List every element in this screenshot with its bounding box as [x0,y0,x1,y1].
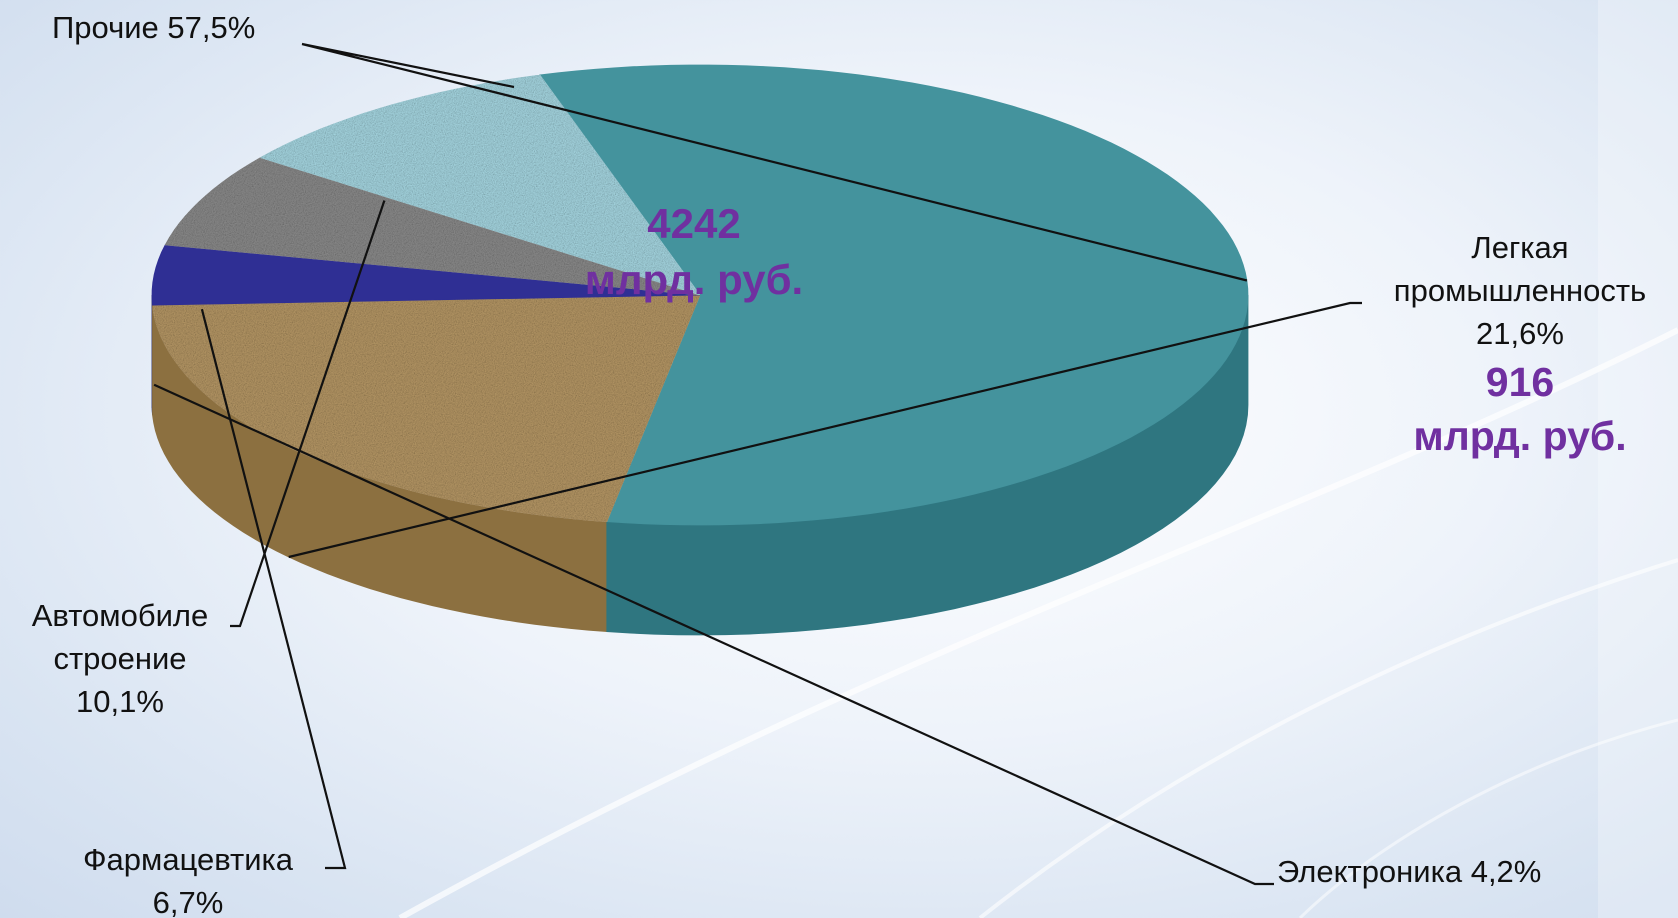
label-elektronika-text: Электроника 4,2% [1277,854,1542,889]
pie-slice-farma [164,157,701,296]
label-legkaya-line1: Легкая [1471,230,1569,265]
label-elektronika: Электроника 4,2% [1277,850,1541,893]
leader-line-elektronika [153,383,1274,886]
leader-line-avto [230,200,386,628]
leader-lines [153,42,1362,886]
label-avto-pct: 10,1% [76,684,164,719]
label-avto-line1: Автомобиле [31,598,209,633]
label-farma: Фармацевтика 6,7% [58,838,318,918]
label-legkaya-unit: млрд. руб. [1413,413,1627,459]
pie-top-slices [151,64,1249,526]
pie-slice-elektronika [151,244,701,306]
leader-line-farma [200,308,347,870]
leader-line-legkaya [288,301,1362,559]
label-avto: Автомобиле строение 10,1% [10,594,230,723]
label-legkaya: Легкая промышленность 21,6% 916 млрд. ру… [1370,226,1670,463]
label-farma-line1: Фармацевтика [82,842,294,877]
label-avto-line2: строение [53,641,187,676]
label-legkaya-line2: промышленность [1393,273,1647,308]
label-legkaya-pct: 21,6% [1476,316,1564,351]
center-total-value: 4242 [647,200,741,247]
center-total-unit: млрд. руб. [584,256,804,303]
label-legkaya-value: 916 [1485,359,1555,405]
leader-line-prochie [301,42,1248,282]
pie-slice-avto [259,74,702,296]
label-farma-pct: 6,7% [152,885,224,918]
center-total: 4242 млрд. руб. [534,196,854,308]
label-prochie: Прочие 57,5% [52,6,255,49]
label-prochie-text: Прочие 57,5% [52,10,256,45]
